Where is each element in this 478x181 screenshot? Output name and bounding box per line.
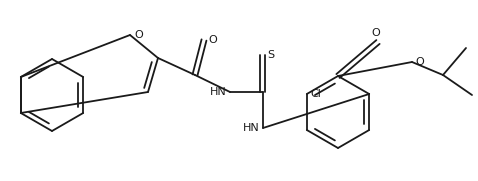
Text: O: O bbox=[134, 30, 143, 40]
Text: S: S bbox=[267, 50, 274, 60]
Text: O: O bbox=[415, 57, 424, 67]
Text: O: O bbox=[208, 35, 217, 45]
Text: HN: HN bbox=[243, 123, 260, 133]
Text: O: O bbox=[371, 28, 380, 38]
Text: Cl: Cl bbox=[311, 89, 322, 99]
Text: HN: HN bbox=[210, 87, 227, 97]
